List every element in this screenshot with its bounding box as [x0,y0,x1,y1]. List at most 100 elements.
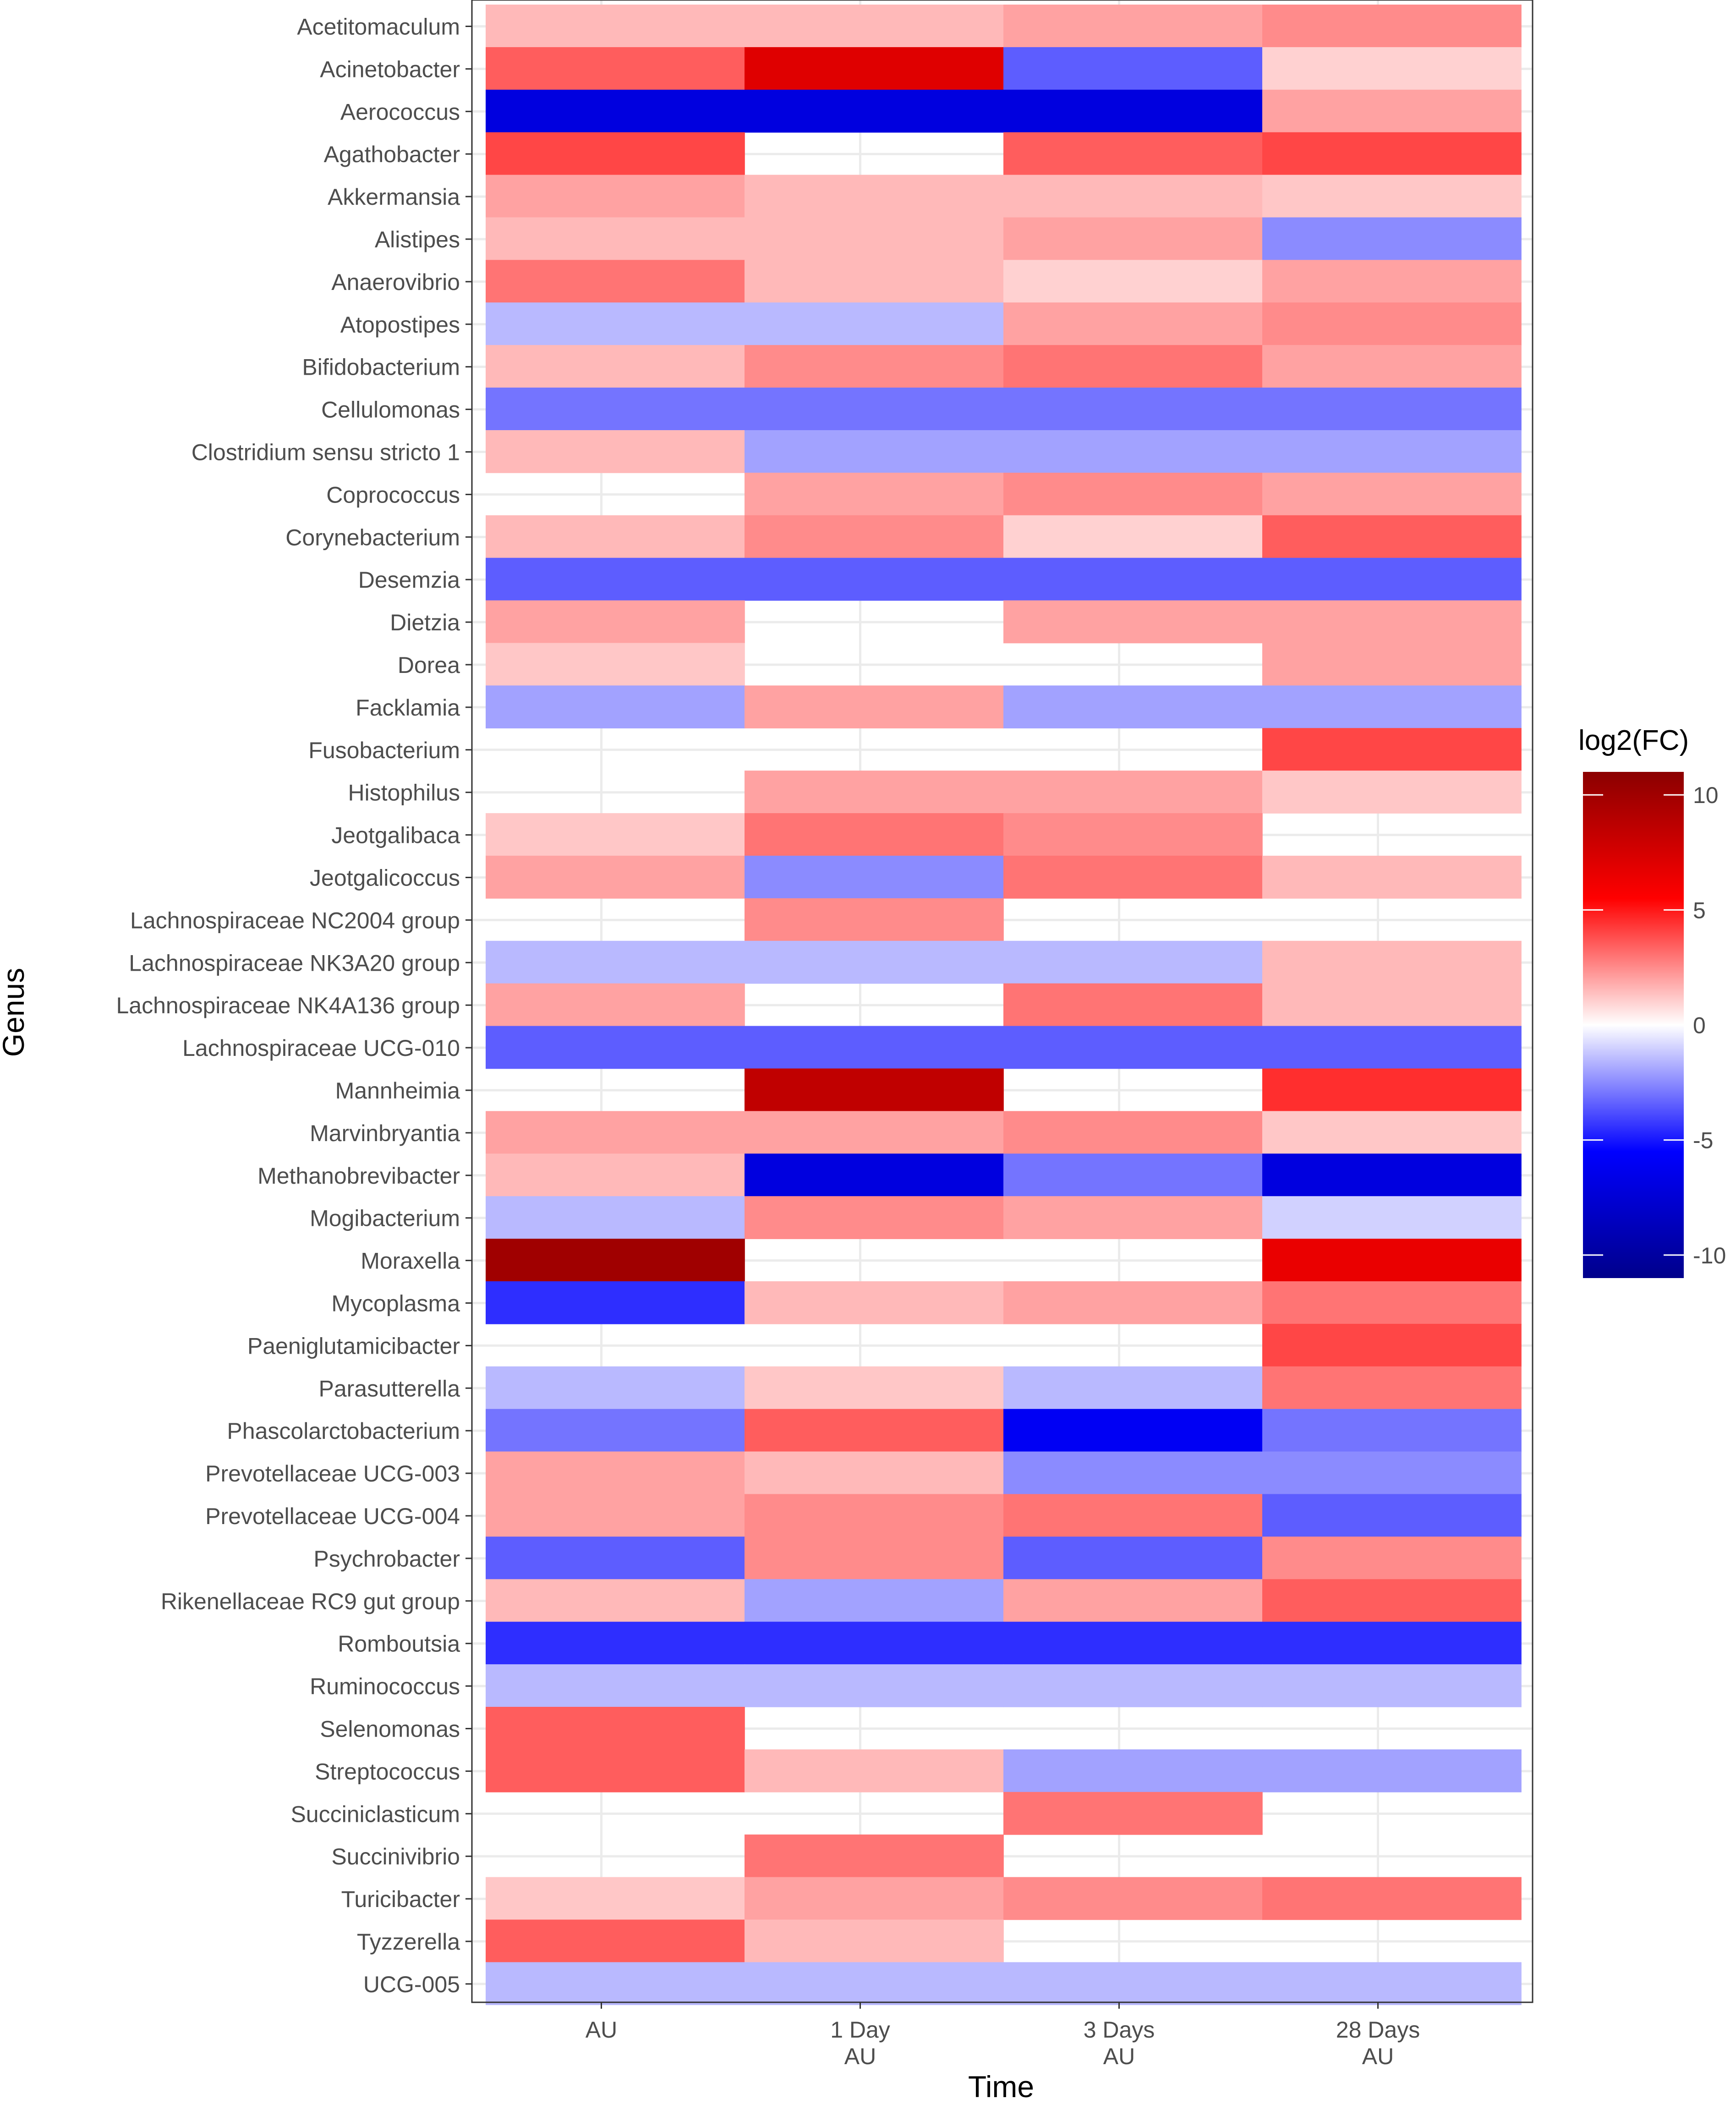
heatmap-cell [745,813,1004,856]
heatmap-cell [1003,600,1263,644]
x-tick-label: 1 Day [830,2017,890,2043]
heatmap-cell [745,1366,1004,1410]
heatmap-cell [1262,1494,1522,1537]
heatmap-cell [1003,1622,1263,1665]
heatmap-cell [486,1153,745,1197]
y-tick-label: Ruminococcus [310,1674,460,1700]
legend-tick-label: -10 [1693,1243,1726,1268]
heatmap-cell [486,1536,745,1580]
y-tick-label: Paeniglutamicibacter [247,1333,460,1359]
heatmap-cell [1003,345,1263,388]
heatmap-cell [1003,1792,1263,1835]
heatmap-cell [1003,771,1263,814]
heatmap-cell [1262,940,1522,984]
heatmap-cell [745,771,1004,814]
y-axis-title: Genus [0,968,30,1057]
heatmap-cell [1262,132,1522,175]
heatmap-cell [1003,175,1263,218]
heatmap-cell [1003,302,1263,345]
x-tick-label: 3 Days [1084,2017,1155,2043]
heatmap-cell [1262,1068,1522,1112]
y-tick-label: Jeotgalibaca [331,823,460,848]
heatmap-cell [1262,1111,1522,1154]
y-tick-label: Dorea [398,652,460,678]
heatmap-cell [1262,1153,1522,1197]
heatmap-cell [745,1834,1004,1878]
heatmap-cell [486,600,745,644]
heatmap-cell [486,557,745,601]
heatmap-cell [745,217,1004,261]
y-tick-label: Mannheimia [335,1078,460,1104]
heatmap-cell [486,175,745,218]
heatmap-cell [486,856,745,899]
heatmap-cell [1262,260,1522,303]
heatmap-cell [1003,1664,1263,1707]
heatmap-cell [1262,302,1522,345]
heatmap-cell [1262,388,1522,431]
heatmap-cell [745,1749,1004,1792]
y-tick-label: Prevotellaceae UCG-003 [205,1461,460,1486]
y-tick-label: Succiniclasticum [290,1801,460,1827]
heatmap-cell [486,47,745,90]
heatmap-cell [1262,515,1522,558]
heatmap-cell [1262,1664,1522,1707]
heatmap-cell [1262,728,1522,771]
heatmap-cell [1262,600,1522,644]
y-tick-label: Corynebacterium [285,525,460,550]
heatmap-cell [486,89,745,133]
heatmap-cell [745,1111,1004,1154]
y-tick-label: Acinetobacter [320,56,460,82]
heatmap-cell [745,1622,1004,1665]
heatmap-cell [486,1622,745,1665]
plot-border [471,0,1533,2003]
heatmap-cell [1262,472,1522,516]
heatmap-cell [1262,557,1522,601]
y-tick-label: Facklamia [356,695,460,721]
heatmap-cell [1003,1281,1263,1324]
heatmap-cell [486,217,745,261]
legend: log2(FC) 10 5 0 -5 -10 [1578,725,1726,1278]
heatmap-cell [745,1409,1004,1452]
heatmap-cell [1262,771,1522,814]
heatmap-cell [745,515,1004,558]
heatmap-cell [486,940,745,984]
y-tick-label: Prevotellaceae UCG-004 [205,1503,460,1529]
legend-tick-label: -5 [1693,1128,1713,1153]
y-tick-label: Bifidobacterium [302,355,460,380]
y-tick-label: Atopostipes [340,312,460,338]
heatmap-cell [486,515,745,558]
heatmap-cell [486,1749,745,1792]
legend-tick-label: 5 [1693,897,1706,923]
heatmap-cell [745,1026,1004,1069]
heatmap-cell [745,5,1004,48]
heatmap-cell [745,472,1004,516]
heatmap-cell [745,388,1004,431]
heatmap-cell [486,388,745,431]
heatmap-cell [1262,1536,1522,1580]
y-tick-label: Lachnospiraceae NK3A20 group [129,950,460,976]
y-tick-label: Acetitomaculum [297,14,460,40]
heatmap-cell [745,302,1004,345]
heatmap-cell [486,1366,745,1410]
heatmap-cell [1262,345,1522,388]
heatmap-cell [745,1877,1004,1920]
heatmap-cell [486,1451,745,1495]
x-tick-label: AU [1103,2044,1135,2069]
heatmap-cell [1262,1877,1522,1920]
heatmap-cell [486,643,745,686]
heatmap-cell [745,430,1004,473]
heatmap-cell [486,1026,745,1069]
heatmap-cell [1262,1239,1522,1282]
heatmap-cell [1003,1026,1263,1069]
heatmap-cell [486,1239,745,1282]
y-tick-label: Histophilus [348,780,460,806]
x-axis-title: Time [968,2070,1034,2104]
heatmap-cell [486,1111,745,1154]
heatmap-cell [745,175,1004,218]
y-tick-label: Anaerovibrio [331,269,460,295]
heatmap-cell [1262,1579,1522,1622]
y-tick-label: Aerococcus [340,99,460,125]
heatmap-cell [486,1664,745,1707]
heatmap-cell [745,856,1004,899]
heatmap-cell [486,685,745,729]
